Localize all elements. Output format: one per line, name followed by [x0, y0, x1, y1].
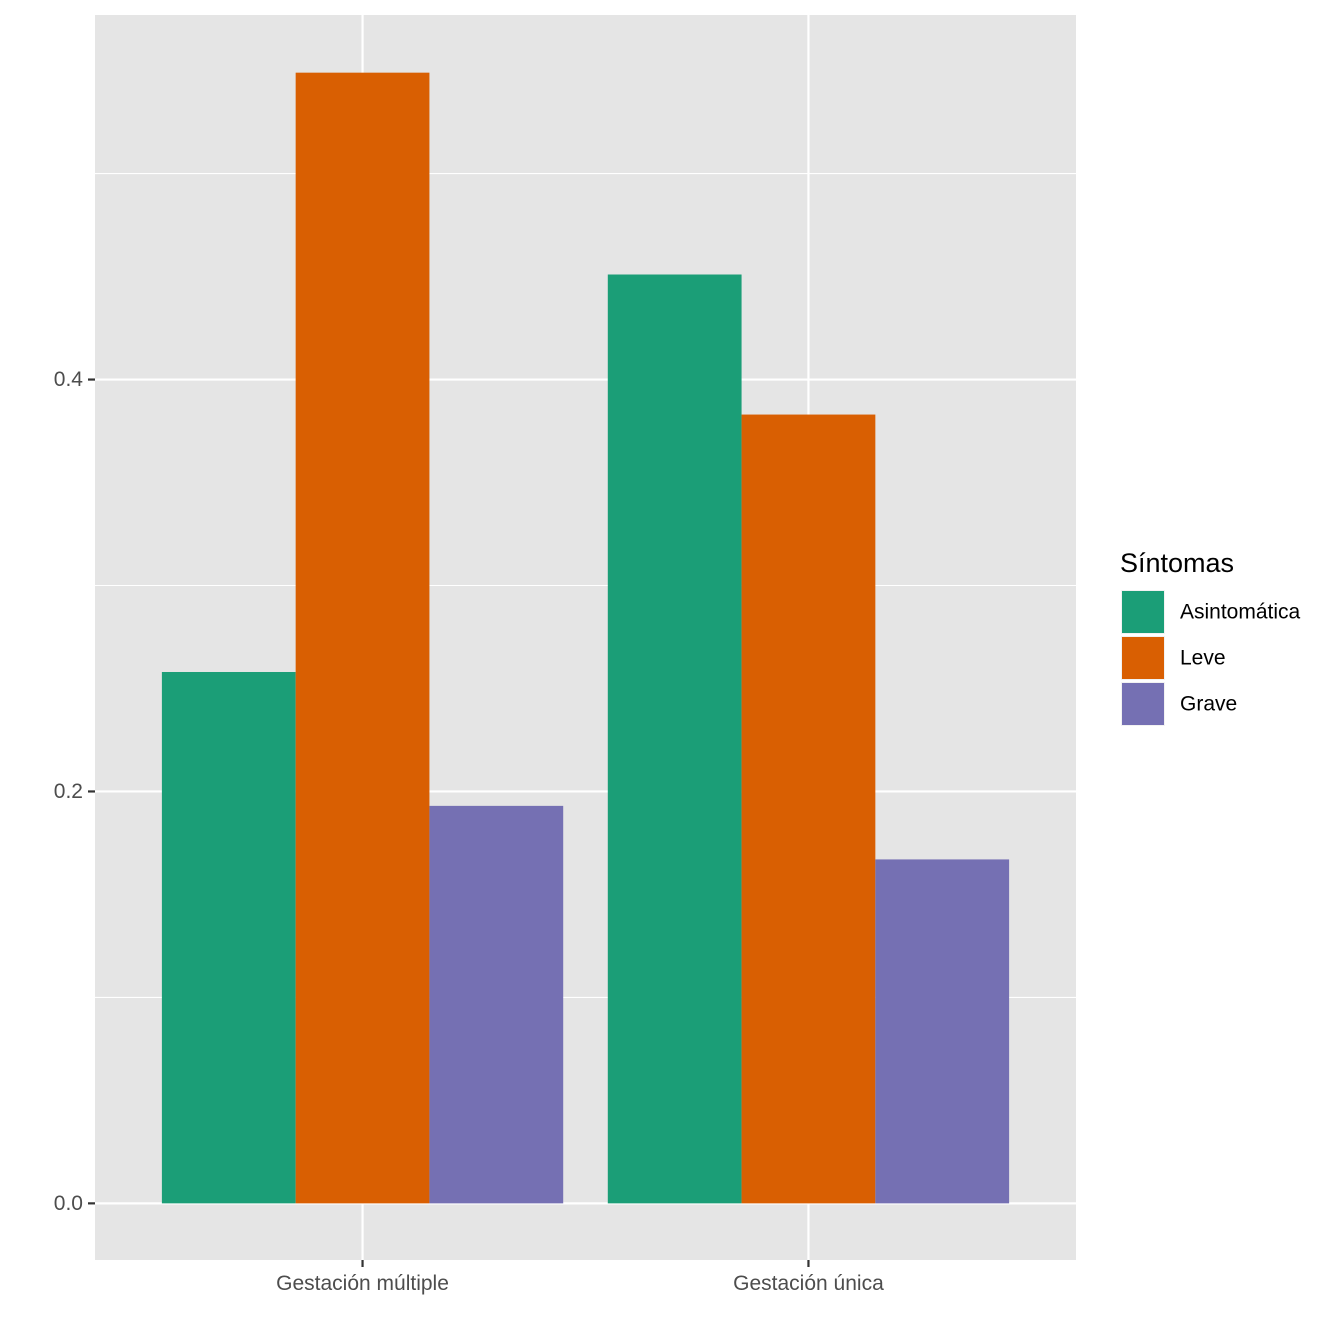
y-tick-label: 0.2: [54, 780, 83, 803]
bar: [295, 72, 430, 1204]
y-tick-label: 0.0: [54, 1192, 83, 1215]
legend-key-swatch: [1122, 637, 1164, 679]
bar: [429, 805, 564, 1204]
legend-label: Asintomática: [1180, 601, 1301, 624]
legend-key-swatch: [1122, 683, 1164, 725]
bar: [741, 414, 876, 1204]
legend-label: Grave: [1180, 693, 1237, 716]
x-axis: Gestación múltiple Gestación única: [276, 1260, 884, 1295]
legend-label: Leve: [1180, 647, 1226, 670]
legend-key-swatch: [1122, 591, 1164, 633]
y-tick-label: 0.4: [54, 368, 84, 391]
legend-title: Síntomas: [1120, 548, 1234, 578]
bars: [161, 72, 1010, 1204]
y-axis: 0.0 0.2 0.4: [54, 368, 95, 1215]
legend: Síntomas Asintomática Leve Grave: [1120, 548, 1301, 726]
bar: [607, 274, 742, 1204]
x-tick-label: Gestación múltiple: [276, 1272, 449, 1295]
x-tick-label: Gestación única: [733, 1272, 884, 1295]
bar: [875, 859, 1010, 1204]
bar: [161, 671, 296, 1204]
